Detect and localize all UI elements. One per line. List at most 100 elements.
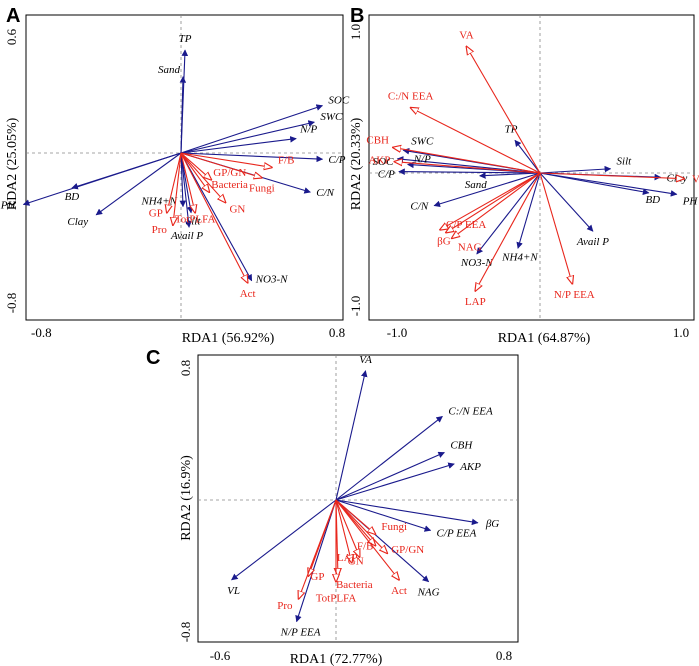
response-vector-label: Bacteria — [336, 579, 373, 591]
plot-frame — [25, 14, 344, 321]
env-vector-label: C:/N EEA — [448, 405, 493, 417]
response-vector-label: C:/N EEA — [388, 91, 434, 103]
y-axis-title: RDA2 (20.33%) — [349, 117, 364, 210]
x-axis-title: RDA1 (64.87%) — [498, 331, 591, 346]
response-vector-label: βG — [437, 236, 451, 248]
env-vector-va — [335, 370, 368, 501]
env-vector-soc — [180, 104, 324, 154]
response-vector-fungi — [180, 152, 262, 178]
response-vector-gp-gn — [180, 152, 211, 180]
env-vector-label: BD — [645, 194, 660, 206]
env-vector-label: N/P EEA — [280, 627, 321, 639]
response-vector-label: F/B — [357, 541, 374, 553]
y-axis-title: RDA2 (25.05%) — [5, 117, 20, 210]
env-vector-label: C/P — [328, 154, 345, 166]
y-tick-label: 0.8 — [178, 360, 193, 376]
env-vector-swc — [180, 120, 315, 154]
env-vector-label: C/P EEA — [437, 527, 477, 539]
response-vector-pro — [299, 499, 337, 599]
env-vector-label: SWC — [320, 111, 343, 123]
x-tick-label: -1.0 — [387, 325, 408, 340]
response-vector-f-b — [180, 152, 272, 167]
env-vector-silt — [539, 165, 612, 174]
response-vector-label: Fungi — [249, 183, 275, 195]
y-tick-label: 0.6 — [4, 28, 19, 45]
x-tick-label: 0.8 — [496, 648, 512, 663]
env-vector-ph — [539, 172, 678, 197]
x-tick-label: -0.6 — [210, 648, 231, 663]
env-vector-avail-p — [180, 152, 192, 228]
env-vector-label: NO3-N — [255, 274, 288, 286]
env-vector-label: N/P — [299, 124, 317, 136]
env-vector-n-p — [180, 136, 297, 154]
response-vector-act — [180, 152, 248, 283]
y-tick-label: -0.8 — [4, 293, 19, 314]
env-vector-label: Clay — [67, 216, 88, 228]
response-vector-fungi — [335, 499, 375, 534]
response-vector-akp — [394, 162, 541, 174]
env-vector-label: C/P — [378, 169, 395, 181]
env-vector-label: N/P — [413, 153, 431, 165]
env-vector-label: VA — [359, 354, 372, 366]
response-vector-label: GN — [348, 556, 364, 568]
response-vector-label: TotPLFA — [316, 593, 357, 605]
env-vector-label: VL — [227, 585, 240, 597]
response-vector-label: VL — [692, 174, 699, 186]
env-vector-c-p — [180, 152, 324, 163]
env-vector-ph — [22, 152, 182, 206]
env-vector-nh4-n — [179, 152, 187, 208]
plot-frame — [368, 14, 695, 321]
response-vector-nag — [452, 172, 541, 238]
env-vector-sand — [479, 172, 541, 179]
env-vector-c-n — [433, 172, 541, 208]
panel-c: C -0.6 0.8 0.8 -0.8 RDA1 (72.77%) RDA2 (16.9%)… — [146, 347, 519, 666]
response-vector--g — [446, 172, 541, 233]
env-vector-sand — [179, 76, 187, 154]
response-vector-label: Pro — [277, 600, 293, 612]
response-vector-gn — [180, 152, 225, 202]
response-vector-c-n-eea — [411, 108, 541, 174]
env-vector-label: Avail P — [170, 230, 203, 242]
response-vector-label: NAG — [458, 241, 482, 253]
env-vector-avail-p — [539, 172, 594, 232]
response-vector-lap — [335, 499, 360, 557]
env-vector-label: NH4+N — [501, 251, 538, 263]
response-vector-label: Pro — [152, 224, 168, 236]
env-vector-label: Avail P — [576, 236, 609, 248]
response-vector-label: AKP — [368, 155, 390, 167]
env-vector-no3-n — [180, 152, 253, 282]
y-axis-title: RDA2 (16.9%) — [179, 455, 194, 541]
env-vector-label: BD — [65, 191, 80, 203]
env-vector-label: AKP — [459, 461, 481, 473]
response-vector-pro — [173, 152, 182, 225]
y-tick-label: -1.0 — [348, 296, 363, 317]
env-vector-c-n-eea — [335, 415, 443, 501]
env-vector-cbh — [335, 451, 445, 501]
response-vector-bacteria — [180, 152, 209, 192]
panel-label: B — [350, 5, 364, 27]
env-vector-label: C/N — [410, 201, 428, 213]
response-vector-label: GP — [149, 208, 163, 220]
env-vector-label: C/N — [316, 187, 334, 199]
env-vector-vl — [231, 499, 337, 581]
response-vector-totplfa — [180, 152, 195, 213]
response-vector-label: CBH — [366, 134, 389, 146]
env-vector-label: PH — [0, 200, 16, 212]
env-vector-label: Silt — [617, 156, 633, 168]
panel-b: B -1.0 1.0 1.0 -1.0 RDA1 (64.87%) RDA2 (20.33%… — [348, 5, 699, 346]
panel-a: A -0.8 0.8 0.6 -0.8 RDA1 (56.92%) RDA2 (25.05%… — [0, 5, 350, 346]
panel-label: C — [146, 347, 160, 369]
plot-frame — [197, 354, 519, 643]
response-vector-label: TotPLFA — [175, 214, 216, 226]
response-vector-label: Bacteria — [211, 179, 248, 191]
response-vector-label: F/B — [278, 154, 295, 166]
env-vector-label: TP — [505, 123, 518, 135]
env-vector-label: NO3-N — [460, 257, 493, 269]
x-tick-label: 0.8 — [329, 325, 345, 340]
response-vector-label: VA — [459, 30, 474, 42]
env-vector-c-p — [398, 168, 541, 175]
env-vector-label: βG — [485, 518, 499, 530]
response-vector-gp-gn — [335, 499, 387, 553]
env-vector-label: SOC — [373, 156, 394, 168]
